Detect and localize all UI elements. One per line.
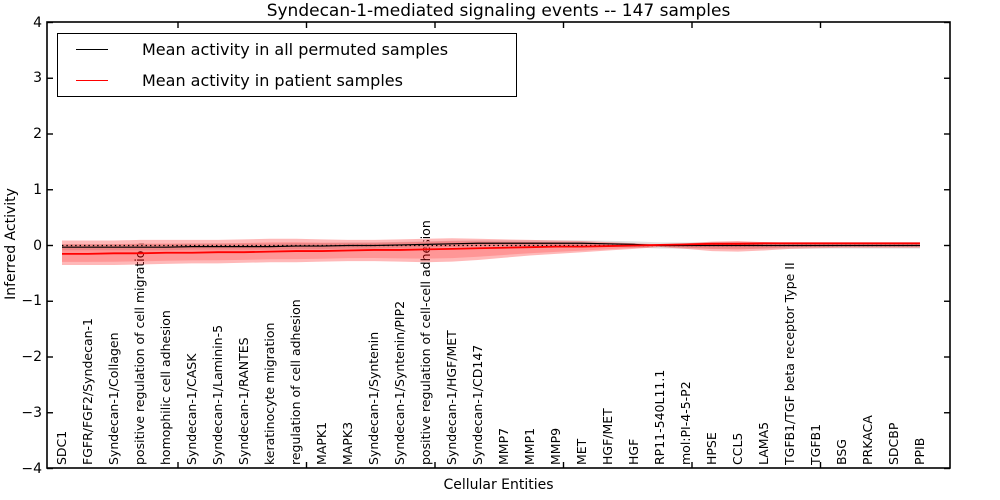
legend-line-swatch	[76, 79, 108, 81]
legend-item: Mean activity in patient samples	[58, 66, 516, 95]
legend-item-label: Mean activity in all permuted samples	[142, 40, 449, 60]
patient-mean-line	[62, 242, 920, 255]
permuted-spread-band	[62, 240, 920, 251]
plot-frame	[46, 21, 951, 469]
legend-item: Mean activity in all permuted samples	[58, 35, 516, 64]
legend-item-label: Mean activity in patient samples	[142, 70, 403, 90]
legend-box: Mean activity in all permuted samples Mea…	[57, 33, 517, 97]
permuted-mean-line	[62, 242, 920, 248]
legend-line-swatch	[76, 49, 108, 51]
